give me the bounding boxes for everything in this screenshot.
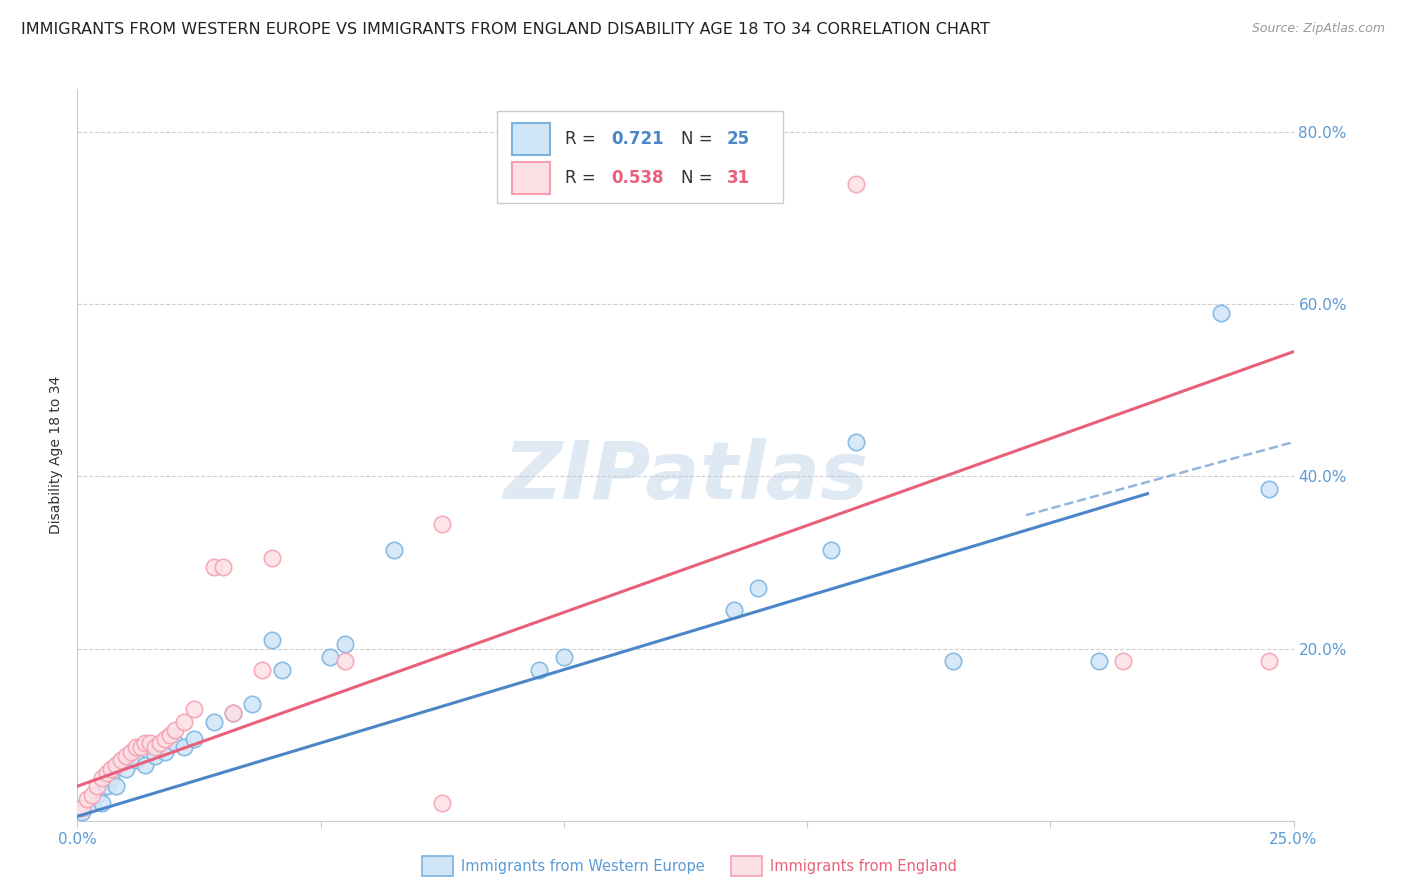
Point bbox=[202, 714, 225, 729]
Point bbox=[260, 632, 283, 647]
Point bbox=[163, 736, 186, 750]
Point bbox=[1258, 655, 1281, 669]
Point bbox=[76, 792, 98, 806]
FancyBboxPatch shape bbox=[512, 161, 550, 194]
Point bbox=[115, 762, 138, 776]
Point bbox=[80, 797, 103, 811]
Text: 31: 31 bbox=[727, 169, 749, 186]
Text: ZIPatlas: ZIPatlas bbox=[503, 438, 868, 516]
Point bbox=[96, 766, 118, 780]
Text: 0.721: 0.721 bbox=[612, 130, 664, 148]
Text: Source: ZipAtlas.com: Source: ZipAtlas.com bbox=[1251, 22, 1385, 36]
Point bbox=[942, 655, 965, 669]
Point bbox=[105, 757, 128, 772]
Point bbox=[333, 655, 356, 669]
Text: N =: N = bbox=[681, 130, 717, 148]
Point bbox=[1258, 483, 1281, 497]
Point bbox=[125, 740, 148, 755]
Point bbox=[430, 797, 453, 811]
Point bbox=[1112, 655, 1135, 669]
Point bbox=[159, 728, 181, 742]
Point bbox=[319, 650, 342, 665]
Point bbox=[100, 762, 122, 776]
Point bbox=[90, 797, 112, 811]
Point bbox=[820, 542, 842, 557]
Point bbox=[212, 559, 235, 574]
Point bbox=[134, 757, 156, 772]
Point bbox=[747, 582, 769, 596]
Point bbox=[120, 745, 142, 759]
Point bbox=[430, 516, 453, 531]
Point bbox=[143, 749, 166, 764]
Point bbox=[86, 788, 108, 802]
Point bbox=[139, 736, 162, 750]
Text: Immigrants from England: Immigrants from England bbox=[770, 859, 957, 873]
Point bbox=[149, 736, 172, 750]
Point bbox=[96, 779, 118, 793]
Point bbox=[270, 663, 292, 677]
Point bbox=[183, 731, 205, 746]
Text: Immigrants from Western Europe: Immigrants from Western Europe bbox=[461, 859, 704, 873]
Point bbox=[125, 753, 148, 767]
Point bbox=[153, 745, 176, 759]
FancyBboxPatch shape bbox=[496, 112, 783, 202]
Point bbox=[553, 650, 575, 665]
Point bbox=[80, 788, 103, 802]
Point bbox=[222, 706, 245, 720]
Point bbox=[250, 663, 273, 677]
Point bbox=[110, 753, 132, 767]
Text: R =: R = bbox=[565, 169, 600, 186]
Point bbox=[134, 736, 156, 750]
Point bbox=[529, 663, 551, 677]
Point bbox=[70, 805, 93, 819]
Point bbox=[723, 603, 745, 617]
Text: 0.538: 0.538 bbox=[612, 169, 664, 186]
Point bbox=[143, 740, 166, 755]
Point bbox=[202, 559, 225, 574]
Y-axis label: Disability Age 18 to 34: Disability Age 18 to 34 bbox=[49, 376, 63, 534]
Point bbox=[70, 801, 93, 815]
Point bbox=[86, 779, 108, 793]
FancyBboxPatch shape bbox=[512, 123, 550, 155]
Point bbox=[242, 698, 264, 712]
Point bbox=[260, 551, 283, 566]
Point bbox=[333, 637, 356, 651]
Point bbox=[115, 749, 138, 764]
Text: N =: N = bbox=[681, 169, 717, 186]
Text: R =: R = bbox=[565, 130, 600, 148]
Point bbox=[173, 714, 195, 729]
Point bbox=[129, 740, 152, 755]
Point bbox=[153, 731, 176, 746]
Point bbox=[100, 771, 122, 785]
Point bbox=[183, 702, 205, 716]
Point bbox=[845, 435, 868, 450]
Point bbox=[105, 779, 128, 793]
Point bbox=[1088, 655, 1111, 669]
Point bbox=[845, 177, 868, 191]
Point bbox=[1209, 306, 1232, 320]
Point bbox=[222, 706, 245, 720]
Point bbox=[173, 740, 195, 755]
Text: IMMIGRANTS FROM WESTERN EUROPE VS IMMIGRANTS FROM ENGLAND DISABILITY AGE 18 TO 3: IMMIGRANTS FROM WESTERN EUROPE VS IMMIGR… bbox=[21, 22, 990, 37]
Point bbox=[163, 723, 186, 738]
Point bbox=[382, 542, 405, 557]
Point bbox=[90, 771, 112, 785]
Text: 25: 25 bbox=[727, 130, 749, 148]
